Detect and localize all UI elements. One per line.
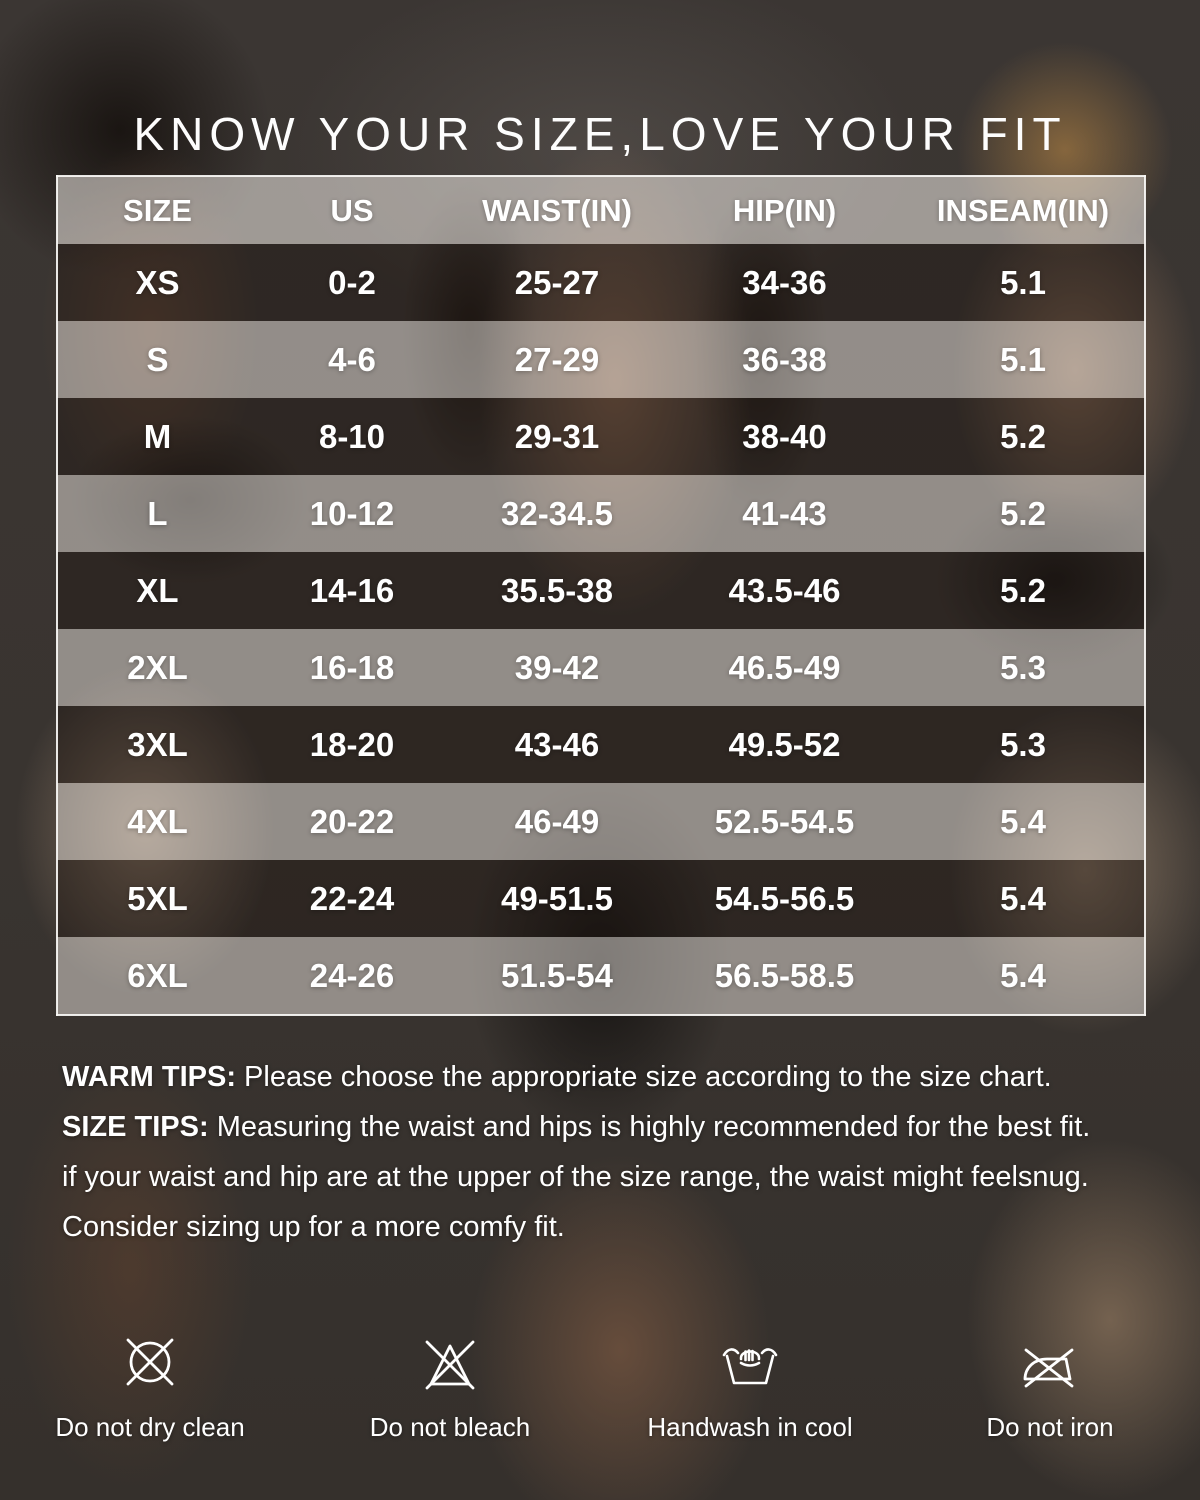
table-cell: 46-49 [514, 802, 600, 840]
column-header-us: US [257, 176, 447, 244]
warm-tips-text: Please choose the appropriate size accor… [236, 1061, 1052, 1093]
table-cell: 5.4 [1000, 956, 1046, 994]
column-header-size: SIZE [57, 176, 257, 244]
table-cell: 5.2 [1000, 494, 1046, 532]
table-cell: 6XL [127, 956, 188, 994]
table-row-l: L 10-12 32-34.5 41-43 5.2 [57, 475, 1145, 552]
care-label: Do not bleach [369, 1412, 531, 1442]
tips-line-size: SIZE TIPS: Measuring the waist and hips … [62, 1102, 1147, 1152]
table-cell: 46.5-49 [728, 648, 841, 686]
column-header-waist: WAIST(IN) [447, 176, 667, 244]
size-tips-text: Measuring the waist and hips is highly r… [208, 1111, 1091, 1143]
care-item-handwash: Handwash in cool [600, 1326, 900, 1443]
table-cell: 49-51.5 [501, 879, 613, 917]
table-cell: 43-46 [514, 725, 600, 763]
table-cell: 8-10 [318, 417, 386, 455]
table-cell: 29-31 [514, 417, 600, 455]
page-title: KNOW YOUR SIZE,LOVE YOUR FIT [133, 107, 1067, 160]
table-row-xl: XL 14-16 35.5-38 43.5-46 5.2 [57, 552, 1145, 629]
table-cell: 5.3 [1000, 648, 1046, 686]
care-label: Handwash in cool [647, 1412, 853, 1442]
do-not-dry-clean-icon [114, 1326, 186, 1398]
column-header-hip: HIP(IN) [667, 176, 902, 244]
size-tips-label: SIZE TIPS: [62, 1111, 209, 1143]
care-item-bleach: Do not bleach [300, 1326, 600, 1443]
tips-line-3: if your waist and hip are at the upper o… [62, 1161, 1089, 1193]
table-cell: 0-2 [328, 263, 376, 301]
table-cell: 32-34.5 [501, 494, 613, 532]
handwash-icon [714, 1326, 786, 1398]
table-row-3xl: 3XL 18-20 43-46 49.5-52 5.3 [57, 706, 1145, 783]
table-cell: XS [135, 263, 180, 301]
care-item-dry-clean: Do not dry clean [0, 1326, 300, 1443]
table-row-4xl: 4XL 20-22 46-49 52.5-54.5 5.4 [57, 783, 1145, 860]
warm-tips-label: WARM TIPS: [62, 1061, 236, 1093]
table-cell: 35.5-38 [501, 571, 613, 609]
table-cell: 5.4 [1000, 802, 1046, 840]
table-cell: 4-6 [328, 340, 376, 378]
table-cell: 22-24 [309, 879, 395, 917]
table-row-s: S 4-6 27-29 36-38 5.1 [57, 321, 1145, 398]
table-cell: 20-22 [309, 802, 395, 840]
table-cell: M [143, 417, 172, 455]
tips-line-4: Consider sizing up for a more comfy fit. [62, 1211, 565, 1243]
table-cell: 4XL [127, 802, 188, 840]
column-header-inseam: INSEAM(IN) [902, 176, 1145, 244]
table-cell: 38-40 [742, 417, 827, 455]
tips-line-warm: WARM TIPS: Please choose the appropriate… [62, 1052, 1147, 1102]
table-cell: 5.2 [1000, 417, 1046, 455]
table-cell: L [147, 494, 168, 532]
table-row-5xl: 5XL 22-24 49-51.5 54.5-56.5 5.4 [57, 860, 1145, 937]
table-cell: 14-16 [309, 571, 395, 609]
table-cell: 24-26 [309, 956, 395, 994]
table-cell: 5.3 [1000, 725, 1046, 763]
table-row-6xl: 6XL 24-26 51.5-54 56.5-58.5 5.4 [57, 937, 1145, 1015]
table-cell: 3XL [127, 725, 188, 763]
tips-block: WARM TIPS: Please choose the appropriate… [62, 1052, 1147, 1252]
table-cell: 34-36 [742, 263, 827, 301]
table-cell: 25-27 [514, 263, 600, 301]
table-cell: 27-29 [514, 340, 600, 378]
table-cell: 2XL [127, 648, 188, 686]
table-row-m: M 8-10 29-31 38-40 5.2 [57, 398, 1145, 475]
table-cell: 16-18 [309, 648, 395, 686]
care-label: Do not dry clean [55, 1412, 245, 1442]
care-instructions-row: Do not dry clean Do not bleach [0, 1326, 1200, 1443]
table-cell: 56.5-58.5 [714, 956, 855, 994]
table-cell: XL [136, 571, 179, 609]
table-cell: 41-43 [742, 494, 827, 532]
do-not-bleach-icon [414, 1326, 486, 1398]
care-label: Do not iron [986, 1412, 1114, 1442]
table-cell: 18-20 [309, 725, 395, 763]
table-cell: 51.5-54 [501, 956, 613, 994]
table-cell: 5.1 [1000, 340, 1046, 378]
table-cell: 54.5-56.5 [714, 879, 855, 917]
table-cell: 43.5-46 [728, 571, 841, 609]
table-cell: 49.5-52 [728, 725, 841, 763]
table-cell: 5XL [127, 879, 188, 917]
size-table: SIZE US WAIST(IN) HIP(IN) INSEAM(IN) XS … [56, 175, 1146, 1016]
table-cell: 5.1 [1000, 263, 1046, 301]
table-cell: 39-42 [514, 648, 600, 686]
table-row-2xl: 2XL 16-18 39-42 46.5-49 5.3 [57, 629, 1145, 706]
care-item-iron: Do not iron [900, 1326, 1200, 1443]
table-header-row: SIZE US WAIST(IN) HIP(IN) INSEAM(IN) [57, 176, 1145, 244]
table-cell: 10-12 [309, 494, 395, 532]
table-cell: 52.5-54.5 [714, 802, 855, 840]
table-cell: 5.2 [1000, 571, 1046, 609]
table-row-xs: XS 0-2 25-27 34-36 5.1 [57, 244, 1145, 321]
do-not-iron-icon [1014, 1326, 1086, 1398]
table-cell: 36-38 [742, 340, 827, 378]
table-cell: S [146, 340, 169, 378]
table-cell: 5.4 [1000, 879, 1046, 917]
